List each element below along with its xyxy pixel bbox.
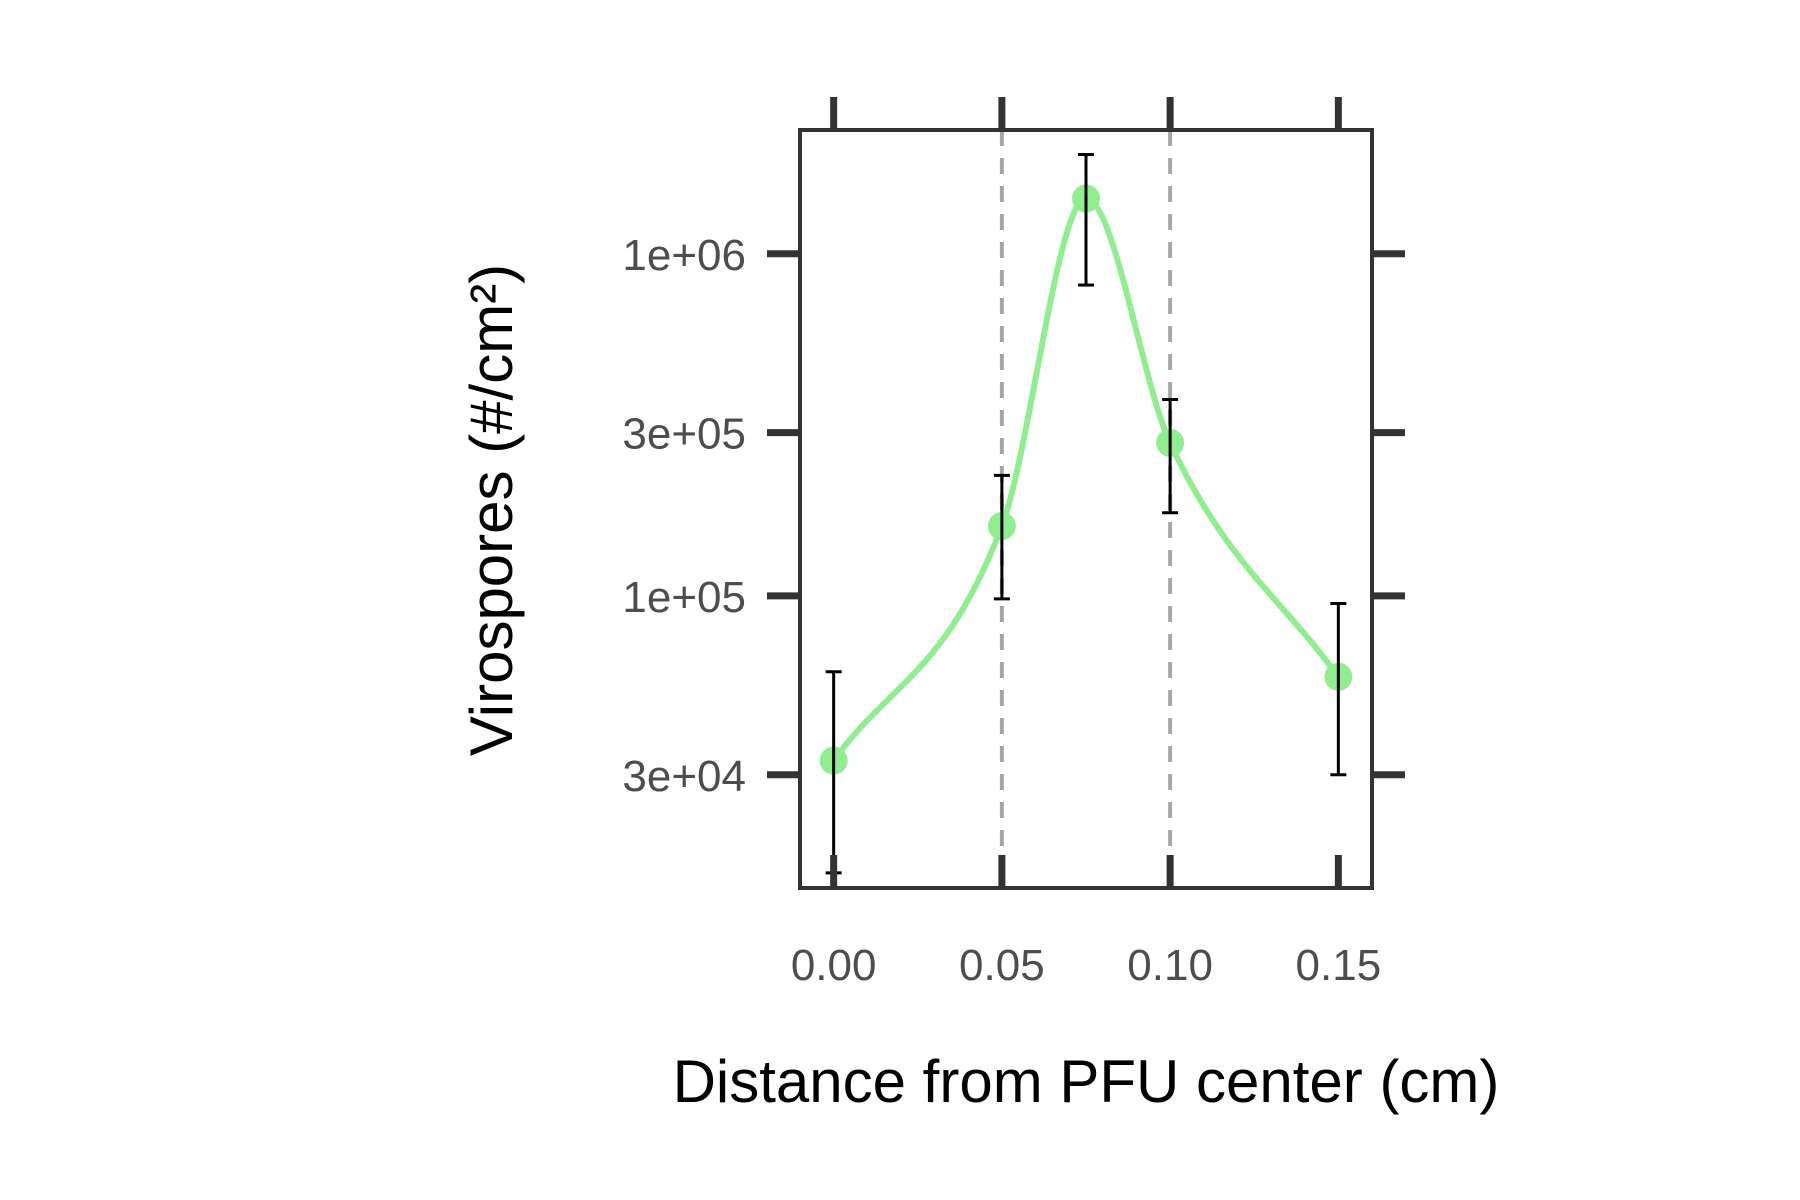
y-tick-label: 3e+05	[622, 410, 746, 459]
x-tick-label: 0.00	[791, 941, 877, 990]
error-bars	[825, 153, 1347, 875]
x-tick-labels: 0.00 0.05 0.10 0.15	[791, 941, 1381, 990]
x-tick-label: 0.15	[1296, 941, 1382, 990]
y-tick-label: 1e+05	[622, 573, 746, 622]
plot-panel-border	[798, 128, 1374, 890]
y-tick-label: 3e+04	[622, 752, 746, 801]
x-axis-title: Distance from PFU center (cm)	[673, 1048, 1500, 1115]
y-tick-labels: 3e+04 1e+05 3e+05 1e+06	[622, 231, 746, 801]
error-bar	[1162, 397, 1179, 515]
y-axis-title: Virospores (#/cm²)	[458, 264, 525, 756]
error-bar	[1330, 601, 1347, 777]
error-bar	[993, 473, 1010, 601]
y-tick-label: 1e+06	[622, 231, 746, 280]
error-bar	[1078, 153, 1094, 287]
x-tick-label: 0.05	[959, 941, 1045, 990]
x-tick-label: 0.10	[1127, 941, 1213, 990]
axis-ticks	[767, 97, 1405, 888]
